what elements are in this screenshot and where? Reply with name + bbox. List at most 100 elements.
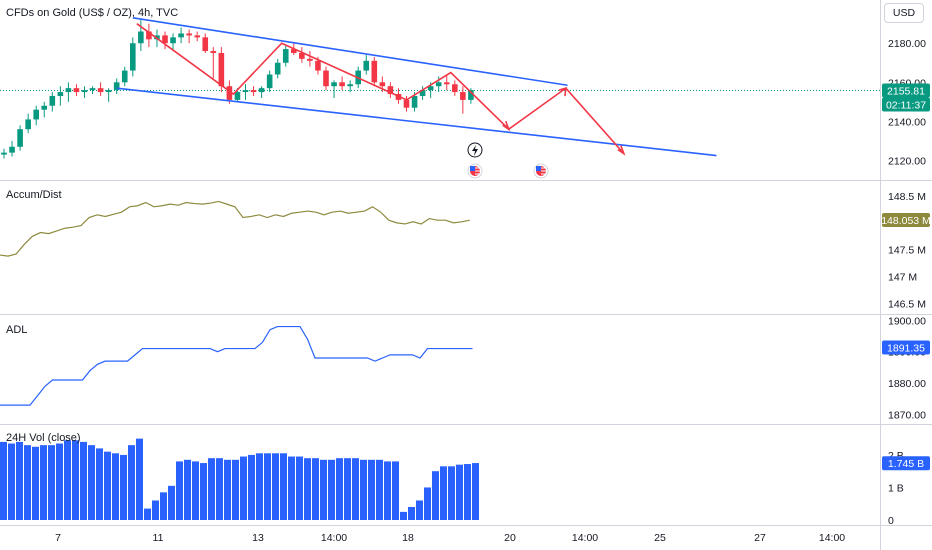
candle: [33, 105, 39, 126]
volume-bar: [240, 456, 247, 520]
volume-bar: [160, 492, 167, 520]
candle-body: [250, 90, 257, 93]
candle-body: [65, 88, 72, 93]
candle-body: [266, 74, 273, 89]
candle: [452, 80, 458, 96]
volume-bar: [48, 445, 55, 520]
candle-body: [1, 152, 7, 155]
candle-body: [379, 82, 386, 87]
candle: [65, 82, 72, 102]
candle-body: [226, 86, 233, 100]
vol-last-badge: 1.745 B: [888, 458, 924, 470]
time-tick-label: 20: [504, 532, 516, 544]
candle-body: [25, 119, 31, 130]
candle: [242, 84, 249, 100]
candle: [73, 84, 80, 96]
candle-body: [274, 62, 281, 75]
volume-bar: [72, 440, 79, 520]
flag-blue: [536, 166, 541, 171]
volume-bar: [312, 458, 319, 520]
candle: [202, 33, 209, 53]
candle-body: [9, 146, 15, 153]
volume-bar: [248, 454, 255, 520]
volume-bar: [288, 456, 295, 520]
candle: [419, 86, 426, 100]
candle: [435, 76, 442, 93]
volume-bar: [432, 471, 439, 520]
projection-zigzag[interactable]: [136, 23, 625, 155]
candle: [89, 86, 96, 95]
volume-bar: [392, 461, 399, 520]
accum-pane-title: Accum/Dist: [6, 189, 62, 201]
candle-body: [331, 82, 337, 87]
us-flag-event-icon[interactable]: [467, 163, 483, 179]
flag-blue: [470, 166, 475, 171]
candle: [130, 37, 136, 77]
candle-body: [81, 90, 88, 93]
volume-bar: [464, 464, 471, 520]
volume-bar: [232, 459, 239, 520]
candle-body: [105, 90, 112, 93]
volume-bar: [368, 459, 375, 520]
candle-body: [403, 99, 410, 108]
candle-body: [202, 37, 209, 52]
volume-bar: [448, 466, 455, 520]
candle: [1, 148, 7, 159]
time-tick-label: 14:00: [572, 532, 598, 544]
volume-bar: [24, 445, 31, 520]
currency-button[interactable]: USD: [884, 3, 924, 23]
time-tick-label: 25: [654, 532, 666, 544]
vol-pane-title: 24H Vol (close): [6, 432, 81, 444]
tick-label: 1870.00: [888, 410, 926, 422]
candle-body: [363, 60, 370, 71]
candle: [266, 70, 273, 93]
candle-body: [452, 84, 458, 93]
tick-label: 147.5 M: [888, 245, 926, 257]
volume-bar: [216, 458, 223, 520]
us-flag-event-icon[interactable]: [533, 163, 549, 179]
candle: [339, 76, 345, 91]
candle-body: [186, 33, 192, 36]
arrow-head: [558, 87, 567, 97]
volume-bar: [104, 451, 111, 520]
series-line: [0, 200, 470, 257]
time-tick-label: 14:00: [819, 532, 845, 544]
channel-upper-line[interactable]: [132, 17, 568, 87]
candle: [162, 31, 168, 50]
candle: [41, 101, 48, 118]
candle: [347, 80, 353, 93]
candle-body: [419, 90, 426, 96]
candle: [170, 33, 176, 52]
candle-body: [210, 51, 217, 53]
candle: [57, 86, 64, 106]
candle-body: [97, 88, 104, 93]
candle-body: [234, 92, 241, 100]
price-tick-label: 2120.00: [888, 155, 926, 167]
volume-bar: [64, 440, 71, 520]
candle-body: [170, 37, 176, 44]
volume-bar: [208, 458, 215, 520]
volume-bar: [96, 448, 103, 520]
tick-label: 146.5 M: [888, 298, 926, 310]
volume-bar: [328, 459, 335, 520]
time-tick-label: 7: [55, 532, 61, 544]
volume-bar: [80, 441, 87, 520]
volume-bar: [304, 458, 311, 520]
candle-body: [138, 31, 144, 44]
candle: [250, 86, 257, 96]
lightning-event-icon[interactable]: [467, 142, 483, 158]
candle-body: [57, 92, 64, 96]
volume-bar: [144, 508, 151, 520]
volume-bar: [224, 459, 231, 520]
volume-bar: [456, 464, 463, 520]
drawings: [116, 17, 717, 179]
volume-bar: [88, 445, 95, 520]
candle-body: [162, 35, 168, 44]
volume-bar: [384, 461, 391, 520]
volume-bar: [16, 441, 23, 520]
candle-body: [427, 86, 434, 91]
volume-bar: [440, 466, 447, 520]
volume-bar: [184, 459, 191, 520]
candle-body: [121, 70, 128, 83]
